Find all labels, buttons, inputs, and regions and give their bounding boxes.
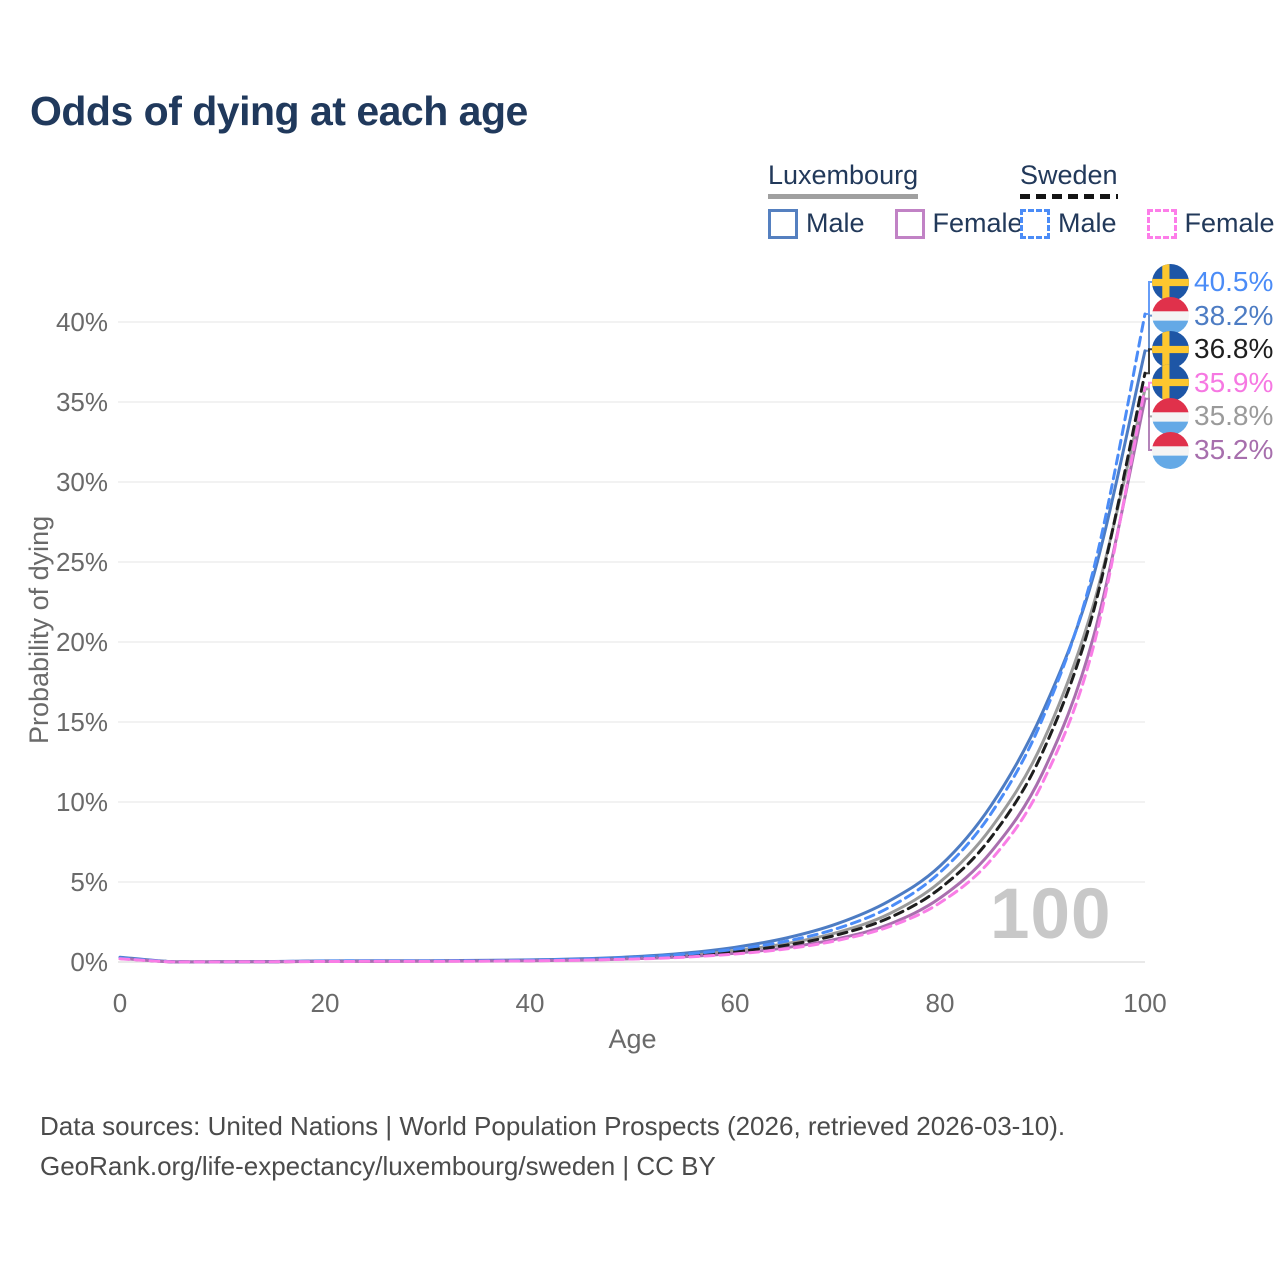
legend-swatch-sweden-female[interactable] (1146, 208, 1177, 239)
luxembourg-flag-icon (1152, 431, 1189, 469)
x-tick-60: 60 (721, 988, 750, 1018)
end-label-sweden-female: 35.9% (1152, 364, 1274, 402)
legend-group-sweden: Sweden Male Female (1020, 160, 1275, 239)
legend-country-sweden[interactable]: Sweden (1020, 160, 1118, 199)
end-label-value-sweden-male: 40.5% (1194, 266, 1274, 297)
sweden-flag-icon (1152, 263, 1189, 301)
page-title: Odds of dying at each age (30, 88, 528, 134)
legend-label-sweden-female[interactable]: Female (1184, 208, 1275, 238)
y-tick-0%: 0% (70, 947, 108, 977)
sweden-flag-icon (1152, 330, 1189, 368)
end-label-sweden-male: 40.5% (1152, 263, 1274, 301)
footer-attribution: GeoRank.org/life-expectancy/luxembourg/s… (40, 1151, 716, 1181)
end-label-luxembourg-both: 35.8% (1152, 397, 1274, 435)
y-tick-25%: 25% (56, 547, 108, 577)
y-tick-30%: 30% (56, 467, 108, 497)
end-label-sweden-both: 36.8% (1152, 330, 1274, 368)
y-tick-15%: 15% (56, 707, 108, 737)
legend-swatch-sweden-male[interactable] (1020, 208, 1050, 239)
legend-swatch-luxembourg-female[interactable] (894, 208, 925, 239)
end-label-connector-sweden-female (1146, 381, 1154, 389)
x-tick-0: 0 (113, 988, 127, 1018)
end-label-connector-luxembourg-female (1146, 397, 1154, 451)
luxembourg-line-style-sample (768, 194, 919, 199)
y-tick-35%: 35% (56, 387, 108, 417)
legend-country-label-luxembourg: Luxembourg (768, 160, 919, 190)
end-label-connector-sweden-male (1146, 281, 1154, 315)
end-label-value-sweden-female: 35.9% (1194, 366, 1274, 398)
watermark-hover-age: 100 (990, 875, 1112, 954)
x-tick-40: 40 (516, 988, 545, 1018)
end-label-value-luxembourg-male: 38.2% (1194, 299, 1274, 331)
y-tick-5%: 5% (70, 867, 108, 897)
end-label-value-luxembourg-both: 35.8% (1194, 400, 1274, 432)
end-label-value-luxembourg-female: 35.2% (1194, 434, 1274, 465)
luxembourg-flag-icon (1152, 397, 1189, 435)
end-label-luxembourg-female: 35.2% (1152, 431, 1274, 469)
series-line-sweden-female[interactable] (118, 386, 1147, 964)
legend-swatch-luxembourg-male[interactable] (768, 208, 798, 239)
y-axis-title: Probability of dying (24, 515, 54, 745)
series-line-luxembourg-male[interactable] (118, 349, 1147, 964)
legend-label-sweden-male[interactable]: Male (1058, 208, 1117, 238)
y-tick-40%: 40% (56, 307, 108, 337)
chart-footer: Data sources: United Nations | World Pop… (40, 1106, 1065, 1186)
x-tick-20: 20 (311, 988, 340, 1018)
end-label-connector-sweden-both (1146, 348, 1154, 375)
end-label-connector-luxembourg-male (1146, 314, 1154, 352)
legend-group-luxembourg: Luxembourg Male Female (768, 160, 1023, 239)
legend-country-luxembourg[interactable]: Luxembourg (768, 160, 919, 199)
luxembourg-flag-icon (1152, 297, 1189, 335)
sweden-flag-icon (1152, 364, 1189, 402)
legend-country-label-sweden: Sweden (1020, 160, 1118, 190)
legend-label-luxembourg-female[interactable]: Female (932, 208, 1023, 238)
series-line-sweden-male[interactable] (118, 312, 1147, 964)
end-label-value-sweden-both: 36.8% (1194, 333, 1274, 365)
y-tick-10%: 10% (56, 787, 108, 817)
end-label-luxembourg-male: 38.2% (1152, 297, 1274, 335)
y-tick-20%: 20% (56, 627, 108, 657)
footer-data-sources: Data sources: United Nations | World Pop… (40, 1111, 1066, 1141)
legend-label-luxembourg-male[interactable]: Male (806, 208, 865, 238)
x-tick-80: 80 (926, 988, 955, 1018)
x-axis-title: Age (608, 1024, 657, 1054)
sweden-line-style-sample (1020, 194, 1118, 199)
x-tick-100: 100 (1123, 988, 1166, 1018)
